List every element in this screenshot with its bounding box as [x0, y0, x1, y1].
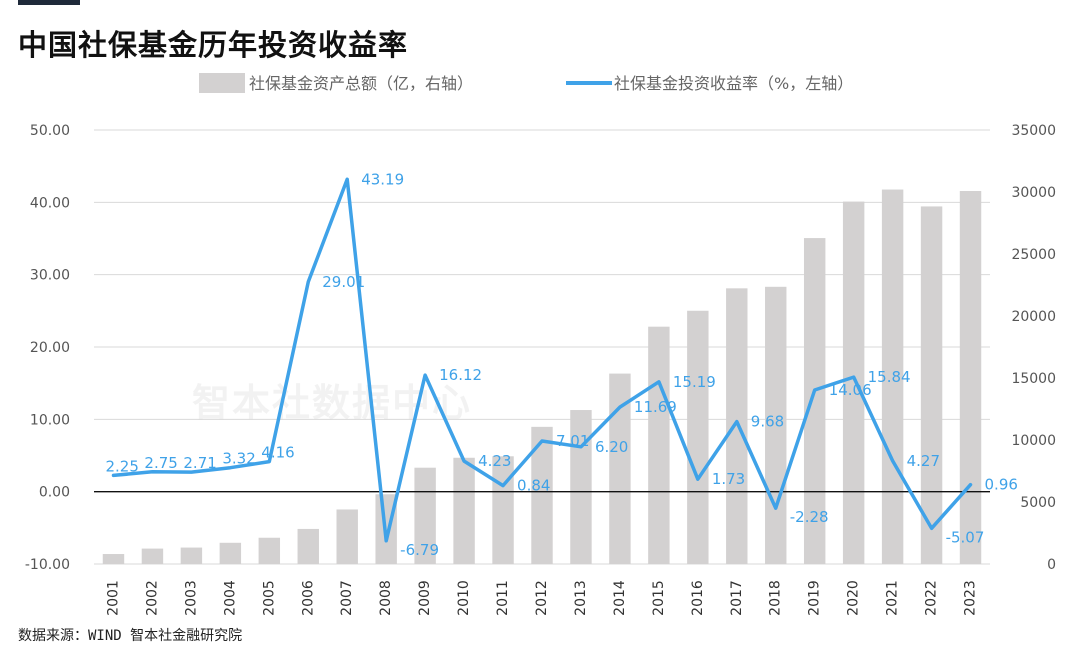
data-label: 7.01: [556, 432, 589, 450]
right-axis-tick-label: 30000: [1011, 185, 1056, 201]
data-label: 4.16: [261, 444, 294, 462]
bar: [492, 456, 514, 564]
x-axis-tick-label: 2013: [573, 580, 589, 616]
legend-label-bar: 社保基金资产总额（亿，右轴）: [249, 74, 473, 93]
bar: [959, 191, 982, 564]
x-axis-tick-label: 2018: [768, 580, 784, 616]
data-label: 4.27: [907, 452, 940, 470]
x-axis-tick-label: 2008: [378, 580, 394, 616]
bar: [803, 238, 826, 565]
bar: [842, 201, 865, 564]
bar: [180, 547, 203, 564]
data-label: 4.23: [478, 452, 511, 470]
bar: [102, 554, 125, 564]
data-label: 16.12: [439, 366, 482, 384]
bar: [648, 326, 670, 564]
right-axis-tick-label: 15000: [1011, 371, 1056, 387]
data-label: 9.68: [751, 413, 784, 431]
legend-swatch-bar: [199, 73, 245, 93]
bar: [726, 288, 748, 564]
line-path: [111, 177, 973, 543]
gridlines: [94, 129, 990, 565]
data-label: -2.28: [790, 508, 829, 526]
bar: [453, 457, 475, 564]
bar: [336, 509, 358, 564]
x-axis-tick-label: 2011: [495, 580, 511, 616]
x-axis-tick-label: 2005: [261, 580, 277, 616]
data-label: 2.25: [105, 457, 138, 475]
right-axis-tick-label: 10000: [1011, 433, 1056, 449]
data-label: -6.79: [400, 541, 439, 559]
right-axis-tick-label: 5000: [1020, 495, 1056, 511]
left-axis-tick-label: 10.00: [30, 412, 70, 428]
left-axis-tick-label: -10.00: [25, 557, 70, 573]
right-axis-tick-label: 25000: [1011, 247, 1056, 263]
x-axis-tick-label: 2015: [651, 580, 667, 616]
data-label: 15.19: [673, 373, 716, 391]
line-series: [111, 177, 973, 543]
data-labels: 2.25 2.75 2.71 3.32 4.16 29.01 43.19 -6.79 16.12…: [105, 170, 1017, 559]
bar: [920, 206, 943, 564]
data-label: -5.07: [946, 528, 985, 546]
x-axis-tick-label: 2001: [105, 580, 121, 616]
data-label: 29.01: [322, 273, 365, 291]
data-label: 6.20: [595, 438, 628, 456]
left-axis-tick-label: 50.00: [30, 123, 70, 139]
left-axis-tick-label: 30.00: [30, 268, 70, 284]
data-label: 14.06: [829, 381, 872, 399]
title-accent-bar: [18, 0, 80, 5]
bar: [687, 310, 709, 564]
legend: 社保基金资产总额（亿，右轴） 社保基金投资收益率（%，左轴）: [199, 73, 853, 93]
bar: [609, 373, 631, 564]
bar: [141, 548, 164, 564]
data-label: 43.19: [361, 170, 404, 188]
bar: [531, 426, 553, 564]
data-label: 11.69: [634, 398, 677, 416]
x-axis-tick-label: 2020: [846, 580, 862, 616]
axes: -10.00 0.00 10.00 20.00 30.00 40.00 50.00 0 5000…: [25, 123, 1056, 616]
x-axis-tick-label: 2006: [300, 580, 316, 616]
x-axis-tick-label: 2023: [963, 580, 979, 616]
x-axis-tick-label: 2012: [534, 580, 550, 616]
left-axis-tick-label: 20.00: [30, 340, 70, 356]
bar: [258, 537, 281, 564]
data-label: 0.84: [517, 477, 550, 495]
data-label: 2.71: [183, 454, 216, 472]
x-axis-tick-label: 2009: [417, 580, 433, 616]
right-axis-tick-label: 20000: [1011, 309, 1056, 325]
x-axis-tick-label: 2010: [456, 580, 472, 616]
data-label: 15.84: [868, 368, 911, 386]
left-axis-tick-label: 0.00: [39, 485, 70, 501]
bar: [570, 410, 592, 564]
legend-label-line: 社保基金投资收益率（%，左轴）: [614, 74, 853, 93]
bar: [297, 528, 319, 564]
x-axis-tick-label: 2022: [924, 580, 940, 616]
source-note: 数据来源：WIND 智本社金融研究院: [18, 628, 243, 644]
x-axis-tick-label: 2002: [144, 580, 160, 616]
x-axis-tick-label: 2004: [222, 580, 238, 616]
x-axis-tick-label: 2017: [729, 580, 745, 616]
left-axis-tick-label: 40.00: [30, 195, 70, 211]
x-axis-tick-label: 2021: [885, 580, 901, 616]
x-axis-tick-label: 2014: [612, 580, 628, 616]
chart-title: 中国社保基金历年投资收益率: [18, 28, 409, 62]
x-axis-tick-label: 2007: [339, 580, 355, 616]
x-axis-tick-label: 2016: [690, 580, 706, 616]
data-label: 2.75: [144, 454, 177, 472]
bar: [219, 542, 242, 564]
right-axis-tick-label: 0: [1047, 557, 1056, 573]
data-label: 1.73: [712, 470, 745, 488]
data-label: 0.96: [985, 476, 1018, 494]
right-axis-tick-label: 35000: [1011, 123, 1056, 139]
x-axis-tick-label: 2019: [807, 580, 823, 616]
x-axis-tick-label: 2003: [183, 580, 199, 616]
data-label: 3.32: [222, 450, 255, 468]
